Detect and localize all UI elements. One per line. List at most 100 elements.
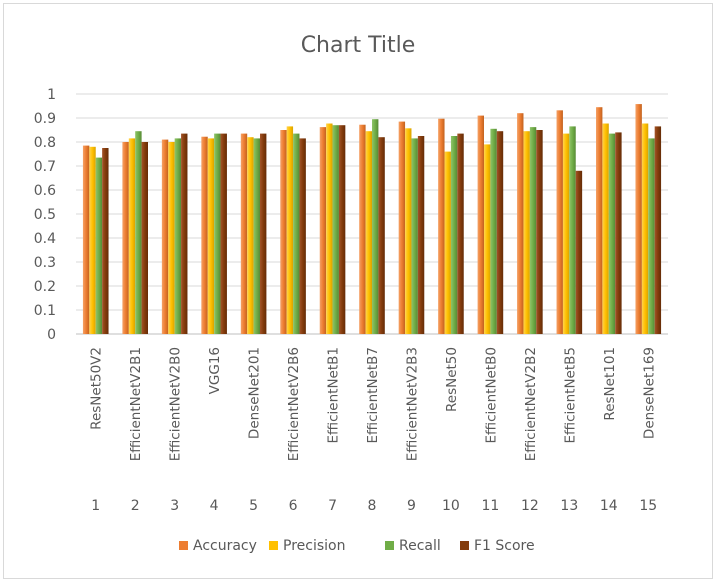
y-tick-label: 0 [47, 327, 56, 343]
chart-title: Chart Title [301, 33, 416, 58]
legend-item-f1-score: F1 Score [460, 538, 535, 554]
bar-f1-score-12 [536, 130, 543, 334]
bar-f1-score-5 [260, 133, 267, 334]
x-index-label: 4 [210, 498, 219, 514]
bar-recall-7 [332, 125, 339, 334]
y-tick-label: 0.8 [34, 135, 56, 151]
legend-label: Recall [399, 538, 441, 554]
bar-precision-6 [286, 126, 294, 335]
bar-precision-15 [641, 123, 649, 335]
bar-recall-10 [450, 136, 458, 334]
bar-precision-4 [207, 138, 215, 334]
x-category-label: VGG16 [207, 347, 223, 394]
bar-f1-score-6 [299, 138, 306, 334]
bar-precision-9 [405, 128, 412, 334]
bar-f1-score-11 [496, 131, 504, 334]
y-tick-label: 0.6 [34, 183, 56, 199]
bar-precision-8 [365, 131, 372, 334]
y-tick-label: 0.3 [34, 255, 56, 271]
bar-f1-score-15 [654, 126, 662, 335]
bar-precision-7 [326, 123, 333, 335]
chart-frame: Chart Title 0 0.1 0.2 0.3 0.4 0.5 0.6 0.7 0.8 0.9… [3, 3, 713, 579]
x-category-label: DenseNet169 [641, 347, 657, 439]
y-tick-label: 1 [47, 87, 56, 103]
x-index-label: 5 [249, 498, 258, 514]
bar-f1-score-9 [417, 136, 425, 334]
bar-recall-6 [293, 133, 300, 334]
x-category-label: ResNet50V2 [89, 347, 105, 430]
bar-accuracy-12 [517, 113, 524, 334]
x-category-label: DenseNet201 [247, 347, 263, 439]
bar-recall-9 [411, 138, 418, 334]
bar-f1-score-2 [141, 142, 148, 334]
x-index-label: 11 [481, 498, 499, 514]
bar-accuracy-9 [398, 121, 406, 334]
bar-recall-4 [214, 133, 221, 334]
y-tick-label: 0.1 [34, 303, 56, 319]
bar-recall-14 [608, 133, 616, 334]
x-index-label: 14 [600, 498, 618, 514]
bar-accuracy-2 [122, 142, 129, 334]
x-category-label: EfficientNetB7 [365, 347, 381, 443]
bar-f1-score-8 [378, 137, 385, 334]
bar-f1-score-3 [181, 133, 188, 334]
bar-accuracy-4 [201, 136, 208, 334]
bar-f1-score-7 [338, 125, 346, 334]
x-index-label: 13 [560, 498, 578, 514]
bar-accuracy-6 [280, 130, 287, 334]
y-tick-label: 0.9 [34, 111, 56, 127]
x-category-label: EfficientNetB0 [483, 347, 499, 443]
bar-accuracy-11 [477, 115, 484, 334]
legend-label: F1 Score [474, 538, 535, 554]
bar-accuracy-10 [438, 118, 445, 334]
x-category-label: ResNet50 [444, 347, 460, 412]
bar-precision-14 [602, 123, 609, 335]
x-category-label: EfficientNetB1 [326, 347, 342, 443]
bar-accuracy-8 [359, 124, 366, 334]
y-axis: 0 0.1 0.2 0.3 0.4 0.5 0.6 0.7 0.8 0.9 1 [34, 87, 56, 343]
bar-f1-score-13 [575, 170, 583, 334]
bar-recall-12 [529, 127, 537, 335]
bar-precision-13 [562, 133, 570, 334]
x-category-label: EfficientNetV2B1 [128, 347, 144, 461]
bar-recall-8 [372, 119, 379, 334]
x-index-label: 10 [442, 498, 460, 514]
y-tick-label: 0.5 [34, 207, 56, 223]
y-tick-label: 0.4 [34, 231, 56, 247]
bar-accuracy-5 [240, 133, 248, 334]
bar-precision-10 [444, 151, 451, 334]
y-tick-label: 0.7 [34, 159, 56, 175]
x-index-label: 2 [131, 498, 140, 514]
bar-accuracy-14 [596, 107, 603, 334]
bar-chart: Chart Title 0 0.1 0.2 0.3 0.4 0.5 0.6 0.7 0.8 0.9… [34, 33, 668, 554]
x-category-label: EfficientNetV2B6 [286, 347, 302, 461]
x-axis-indices: 1 2 3 4 5 6 7 8 9 10 11 12 13 14 15 [91, 498, 657, 514]
bar-accuracy-15 [635, 104, 642, 334]
bar-recall-13 [569, 126, 576, 335]
x-index-label: 7 [328, 498, 337, 514]
x-category-label: EfficientNetV2B0 [168, 347, 184, 461]
bar-precision-1 [89, 146, 96, 334]
x-axis-labels: ResNet50V2 EfficientNetV2B1 EfficientNetV2… [89, 347, 658, 461]
bar-accuracy-13 [556, 110, 563, 334]
bar-recall-15 [648, 138, 655, 334]
bar-f1-score-14 [615, 132, 622, 334]
bar-f1-score-1 [102, 148, 109, 334]
bar-recall-1 [95, 157, 103, 334]
legend-item-precision: Precision [269, 538, 345, 554]
bar-recall-11 [490, 128, 497, 334]
bar-f1-score-4 [220, 133, 227, 334]
legend: Accuracy Precision Recall F1 Score [179, 538, 535, 554]
bar-precision-12 [523, 131, 530, 334]
x-index-label: 1 [91, 498, 100, 514]
x-index-label: 15 [639, 498, 657, 514]
bar-f1-score-10 [457, 133, 464, 334]
legend-item-accuracy: Accuracy [179, 538, 257, 554]
legend-swatch [269, 541, 278, 550]
bar-precision-5 [247, 137, 254, 334]
y-tick-label: 0.2 [34, 279, 56, 295]
x-category-label: ResNet101 [602, 347, 618, 421]
x-category-label: EfficientNetV2B3 [404, 347, 420, 461]
x-category-label: EfficientNetB5 [562, 347, 578, 443]
bar-precision-2 [128, 138, 136, 334]
